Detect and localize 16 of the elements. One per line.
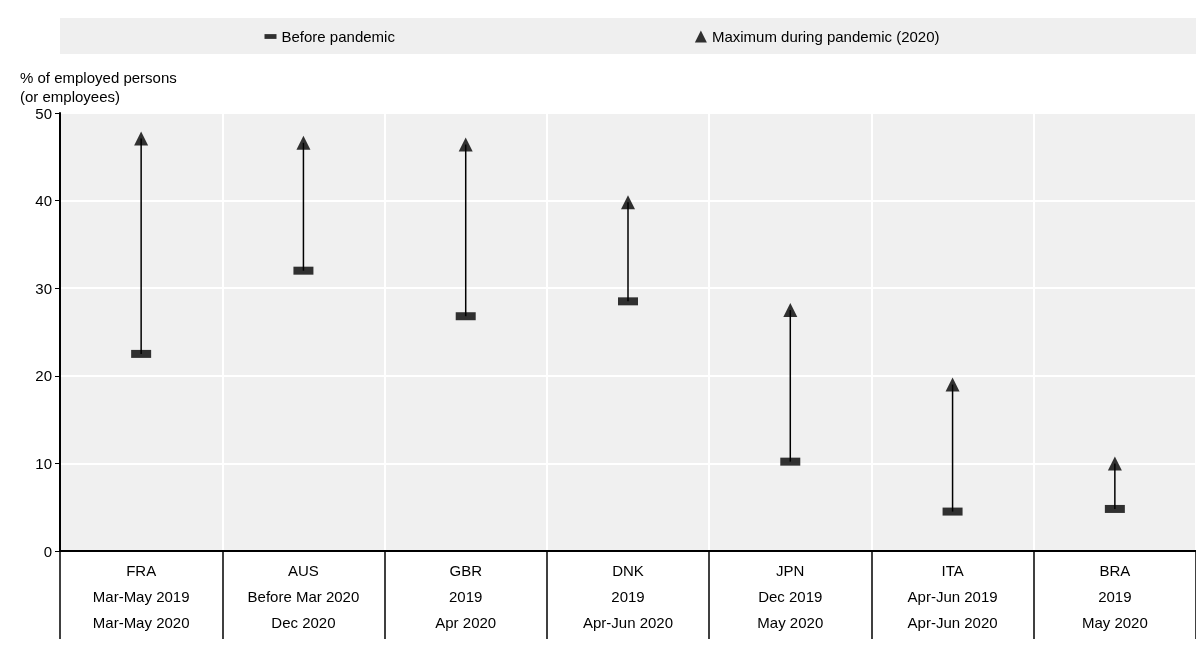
x-tick-label: FRA Mar-May 2019 Mar-May 2020 — [92, 561, 190, 631]
x-tick-label: GBR 2019 Apr 2020 — [435, 561, 497, 631]
x-tick-label: AUS Before Mar 2020 Dec 2020 — [247, 561, 360, 631]
legend-label: Maximum during pandemic (2020) — [711, 28, 940, 45]
x-tick-label: DNK 2019 Apr-Jun 2020 — [582, 561, 674, 631]
x-tick-label: JPN Dec 2019 May 2020 — [757, 561, 824, 631]
y-tick-label: 30 — [35, 279, 52, 297]
y-axis-title: % of employed persons (or employees) — [20, 69, 177, 105]
legend-label: Before pandemic — [281, 28, 396, 45]
y-tick-label: 10 — [35, 454, 52, 472]
y-tick-label: 20 — [35, 367, 52, 385]
y-tick-label: 50 — [35, 104, 52, 122]
y-tick-label: 0 — [43, 542, 52, 560]
x-tick-label: BRA 2019 May 2020 — [1081, 561, 1148, 631]
x-tick-label: ITA Apr-Jun 2019 Apr-Jun 2020 — [907, 561, 998, 631]
y-tick-label: 40 — [35, 192, 52, 210]
